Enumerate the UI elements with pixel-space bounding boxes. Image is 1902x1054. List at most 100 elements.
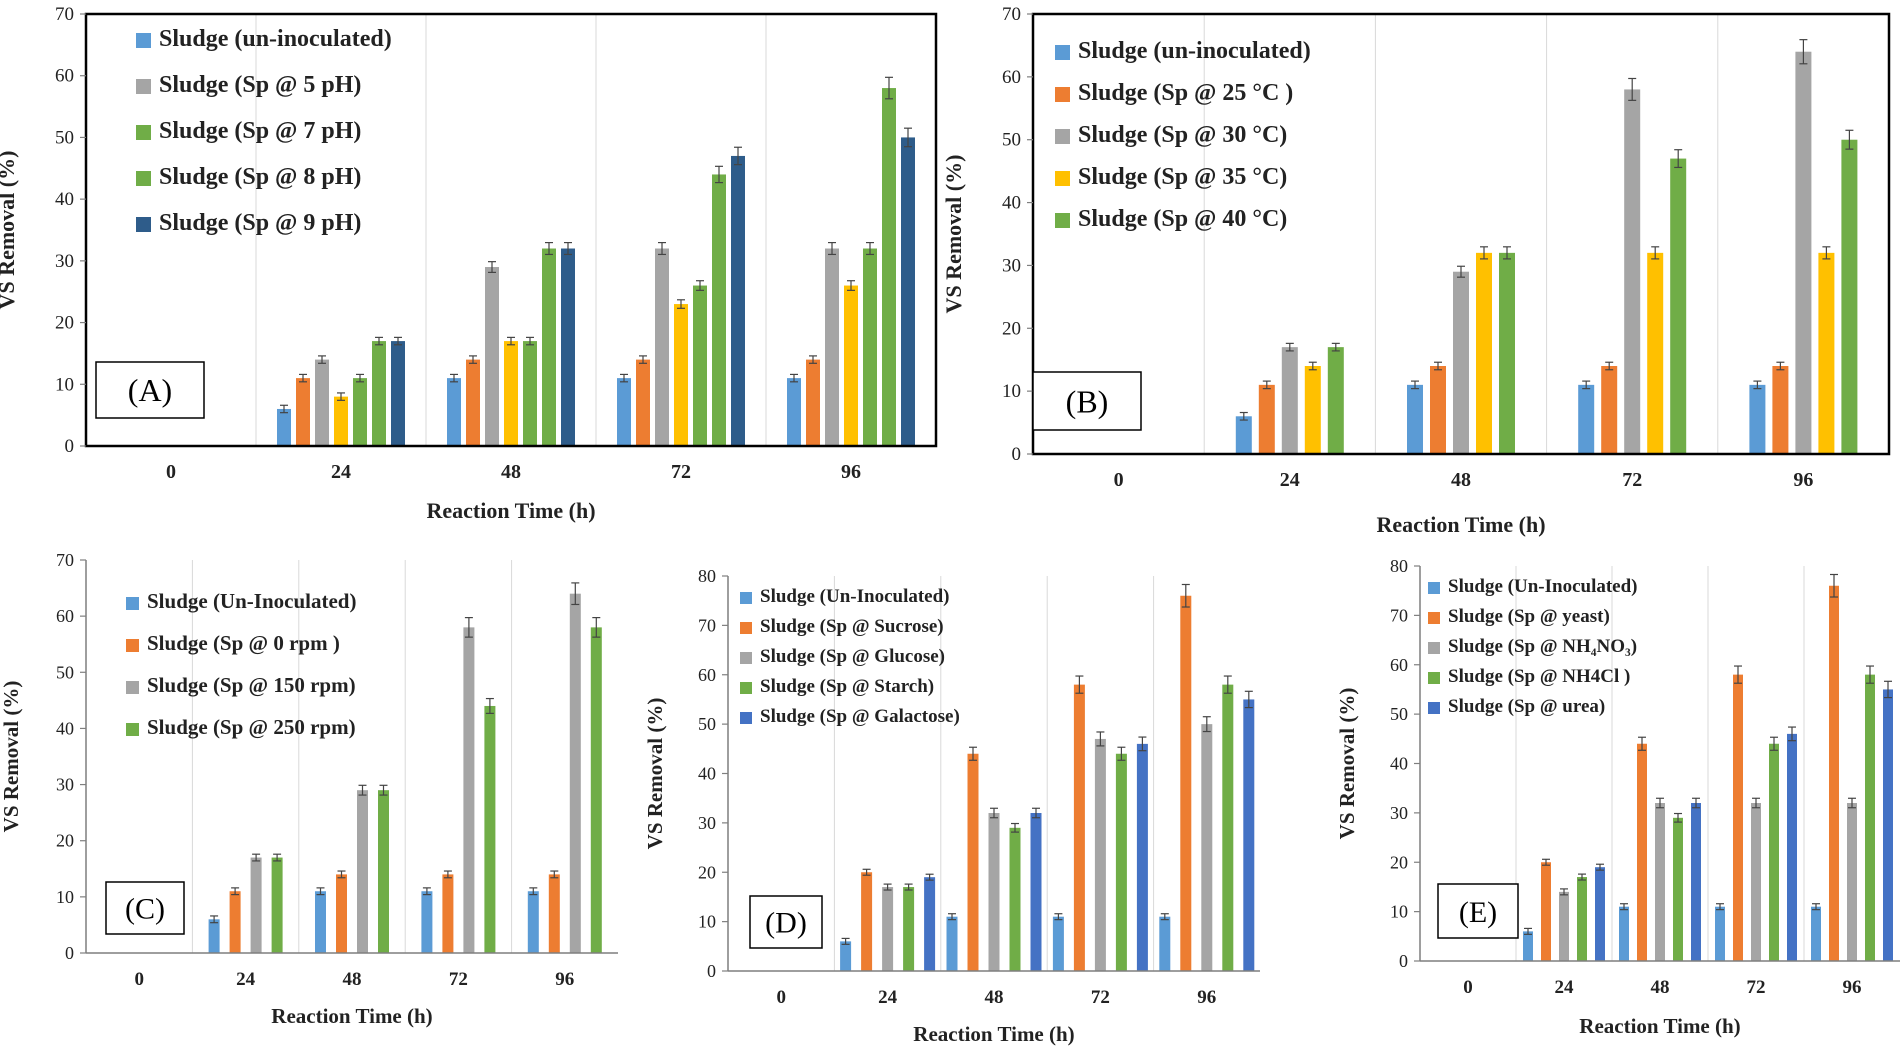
bar-Sludge (Sp @ 7 pH)-72h [693,285,707,446]
bar-Sludge (Sp @ 6 pH)-24h [334,396,348,446]
bar-Sludge (Sp @ 9 pH)-48h [561,248,575,446]
x-tick-label: 48 [1451,469,1471,491]
bar-Sludge (Sp @ 25 °C )-48h [1430,366,1446,454]
bar-Sludge (Sp @ Sucrose)-48h [967,753,979,971]
bar-Sludge (Sp @ Glucose)-72h [1094,738,1106,971]
x-tick-label: 0 [1463,977,1473,998]
panel-label: (B) [1066,384,1109,420]
legend-label: Sludge (Sp @ 8 pH) [159,164,361,190]
legend-swatch [740,592,752,604]
legend-swatch [740,652,752,664]
bar-Sludge (Sp @ 0 rpm )-24h [229,891,241,953]
legend-label: Sludge (Sp @ urea) [1448,696,1605,717]
bar-Sludge (Sp @ 7 pH)-48h [523,341,537,446]
bar-Sludge (Sp @ 0 rpm )-72h [442,874,454,953]
bar-Sludge (Sp @ 150 rpm)-48h [357,790,368,953]
bar-Sludge (Sp @ 35 °C)-96h [1818,252,1835,454]
x-tick-label: 48 [985,987,1004,1008]
panel-label-box [105,881,185,935]
legend-swatch [126,681,139,694]
bar-Sludge (un-inoculated)-24h [1235,416,1252,454]
bar-Sludge (Sp @ NH₄NO₃)-72h [1751,803,1761,961]
bar-Sludge (Sp @ yeast)-24h [1541,862,1551,961]
y-tick-label: 0 [65,436,75,457]
y-tick-label: 10 [55,374,74,395]
bar-Sludge (Sp @ NH4Cl )-48h [1673,817,1683,961]
legend-swatch [136,217,151,232]
y-axis-title: VS Removal (%) [0,681,23,833]
legend-label: Sludge (Sp @ Glucose) [760,646,945,667]
y-tick-label: 10 [1002,381,1021,402]
legend-swatch [740,682,752,694]
x-axis-title: Reaction Time (h) [271,1004,432,1028]
bar-Sludge (Un-Inoculated)-24h [1523,931,1533,961]
legend-label: Sludge (Sp @ Sucrose) [760,616,944,637]
x-tick-label: 72 [449,969,468,990]
bar-Sludge (Sp @ 40 °C)-24h [1327,347,1344,454]
bar-Sludge (Sp @ 5 pH)-24h [315,359,329,446]
bar-Sludge (Sp @ yeast)-72h [1733,674,1743,961]
legend-label: Sludge (Un-Inoculated) [760,586,950,607]
y-tick-label: 20 [55,313,74,334]
legend-swatch [1428,582,1440,594]
y-tick-label: 40 [55,189,74,210]
x-tick-label: 72 [1747,977,1766,998]
y-tick-label: 10 [1390,902,1408,922]
y-tick-label: 50 [698,714,716,734]
y-tick-label: 40 [56,718,74,738]
bar-Sludge (Sp @ Glucose)-24h [882,887,894,971]
x-tick-label: 48 [343,969,362,990]
bar-Sludge (un-inoculated)-72h [617,378,631,446]
legend-swatch [740,622,752,634]
bar-Sludge (Sp @ yeast)-48h [1637,743,1647,961]
x-tick-label: 0 [134,969,144,990]
y-tick-label: 60 [55,66,74,87]
bar-Sludge (Un-Inoculated)-96h [1811,906,1821,961]
panel-label: (A) [128,372,172,408]
x-tick-label: 96 [841,461,861,483]
legend-swatch [1428,672,1440,684]
legend-swatch [136,33,151,48]
bar-Sludge (Sp @ 35 °C)-24h [1304,366,1321,454]
legend-swatch [126,597,139,610]
bar-Sludge (Sp @ NH4Cl )-24h [1577,877,1587,961]
legend-swatch [1428,612,1440,624]
y-axis-title: VS Removal (%) [643,698,667,850]
bar-Sludge (Sp @ 150 rpm)-24h [250,857,262,953]
bar-Sludge (Sp @ 8 pH)-24h [372,341,386,446]
bar-Sludge (Un-Inoculated)-48h [946,916,958,971]
bar-Sludge (Sp @ Galactose)-96h [1243,699,1255,971]
bar-Sludge (Sp @ 150 rpm)-96h [569,593,581,953]
bar-Sludge (Sp @ 30 °C)-72h [1624,89,1641,454]
bar-Sludge (Sp @ 40 °C)-72h [1670,158,1687,455]
x-tick-label: 72 [1091,987,1110,1008]
legend-swatch [136,79,151,94]
bar-Sludge (Sp @ 30 °C)-48h [1453,271,1469,454]
y-tick-label: 40 [698,764,716,784]
bar-Sludge (Sp @ 6 pH)-48h [504,341,518,446]
panel-label-box [1437,883,1519,939]
x-tick-label: 48 [501,461,521,483]
bar-Sludge (Sp @ 5 pH)-96h [806,359,820,446]
x-tick-label: 24 [1555,977,1575,998]
legend-swatch [126,723,139,736]
y-tick-label: 50 [1002,130,1021,151]
x-axis-title: Reaction Time (h) [1376,512,1545,537]
bar-Sludge (Sp @ Galactose)-48h [1030,813,1042,971]
bar-Sludge (Sp @ 5 pH)-72h [655,248,669,446]
bar-Sludge (Sp @ 9 pH)-72h [731,155,745,446]
x-tick-label: 24 [236,969,256,990]
bar-Sludge (Sp @ NH4Cl )-96h [1865,674,1875,961]
legend-label: Sludge (Sp @ NH4Cl ) [1448,666,1630,687]
y-tick-label: 60 [56,606,74,626]
bar-Sludge (Sp @ Galactose)-72h [1136,743,1148,971]
x-tick-label: 24 [1280,469,1300,491]
x-tick-label: 0 [166,461,176,483]
legend-label: Sludge (un-inoculated) [159,26,392,52]
x-tick-label: 0 [776,987,786,1008]
legend-label: Sludge (Un-Inoculated) [147,589,356,613]
x-tick-label: 48 [1651,977,1670,998]
y-tick-label: 60 [1002,67,1021,88]
y-tick-label: 70 [698,615,716,635]
x-axis-title: Reaction Time (h) [913,1022,1074,1046]
